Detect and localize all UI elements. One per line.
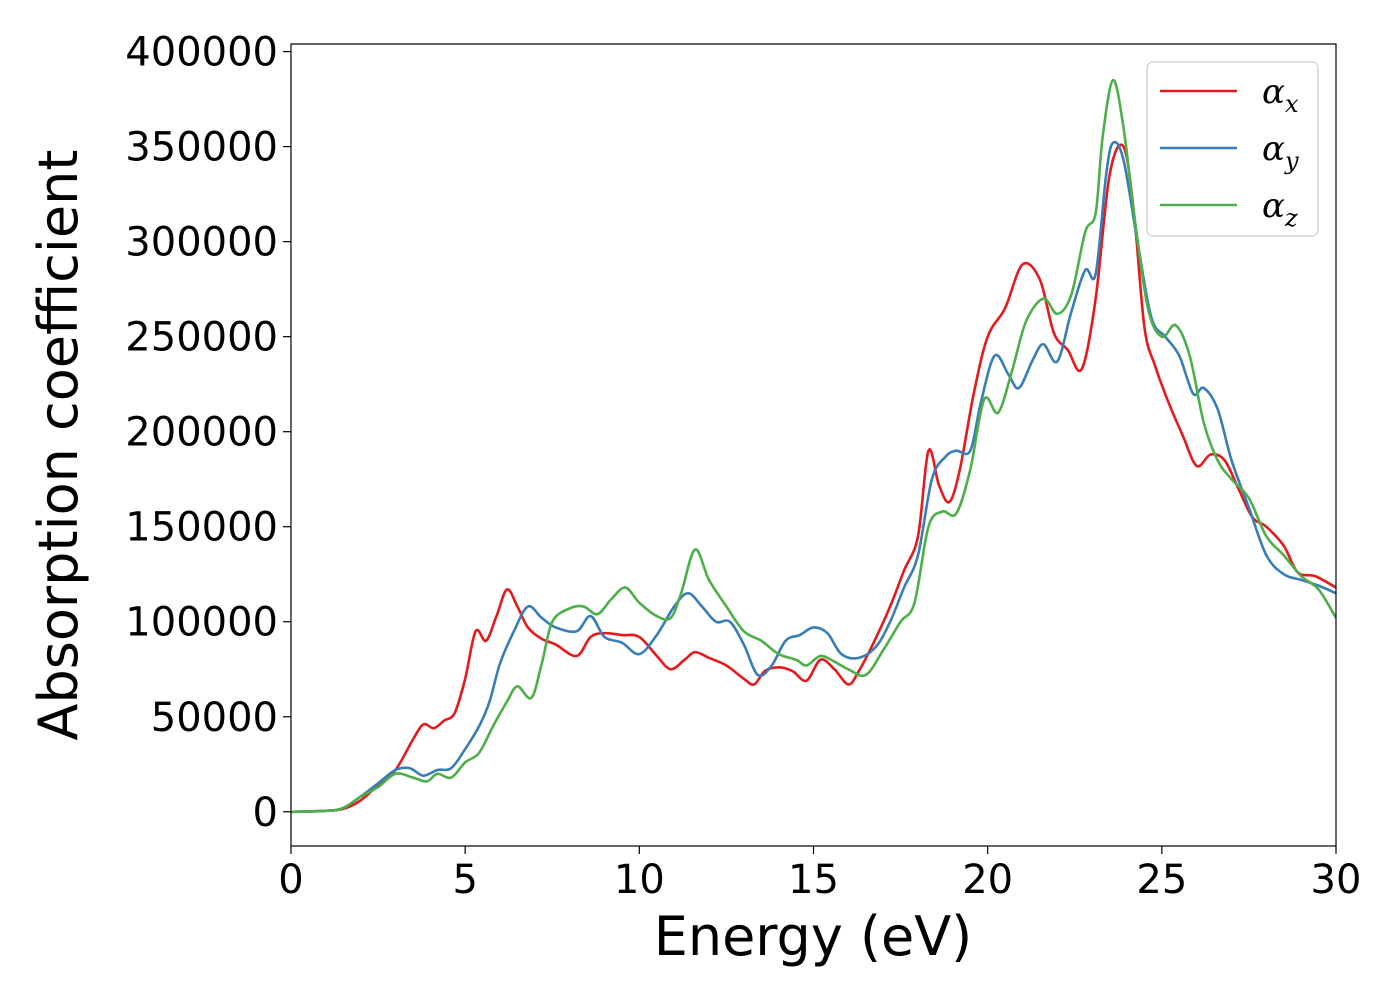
x-tick-label: 15 (788, 857, 839, 903)
y-tick-label: 0 (253, 790, 278, 836)
series-line-alpha-x (291, 143, 1336, 814)
x-tick-label: 30 (1311, 857, 1362, 903)
x-tick-label: 25 (1136, 857, 1187, 903)
y-tick-label: 200000 (125, 410, 278, 456)
legend-label-alpha-z: αz (1262, 186, 1298, 232)
legend-label-alpha-y: αy (1262, 129, 1299, 175)
legend-label-alpha-x: αx (1262, 72, 1299, 118)
x-tick-label: 10 (614, 857, 665, 903)
x-tick-label: 20 (962, 857, 1013, 903)
y-tick-label: 150000 (125, 505, 278, 551)
y-tick-label: 350000 (125, 125, 278, 171)
x-axis-ticks: 0 5 10 15 20 25 30 (278, 846, 1361, 903)
y-axis-title: Absorption coefficient (27, 150, 90, 741)
y-tick-label: 400000 (125, 30, 278, 76)
plot-content (291, 78, 1336, 814)
series-line-alpha-z (291, 78, 1336, 814)
y-tick-label: 300000 (125, 220, 278, 266)
series-line-alpha-y (291, 140, 1336, 814)
x-tick-label: 5 (452, 857, 477, 903)
x-tick-label: 0 (278, 857, 303, 903)
y-tick-label: 250000 (125, 315, 278, 361)
y-axis-ticks: 0 50000 100000 150000 200000 250000 300000 3500… (125, 30, 291, 836)
y-tick-label: 50000 (151, 695, 278, 741)
x-axis-title: Energy (eV) (654, 905, 973, 968)
legend: αx αy αz (1146, 61, 1319, 237)
y-tick-label: 100000 (125, 600, 278, 646)
